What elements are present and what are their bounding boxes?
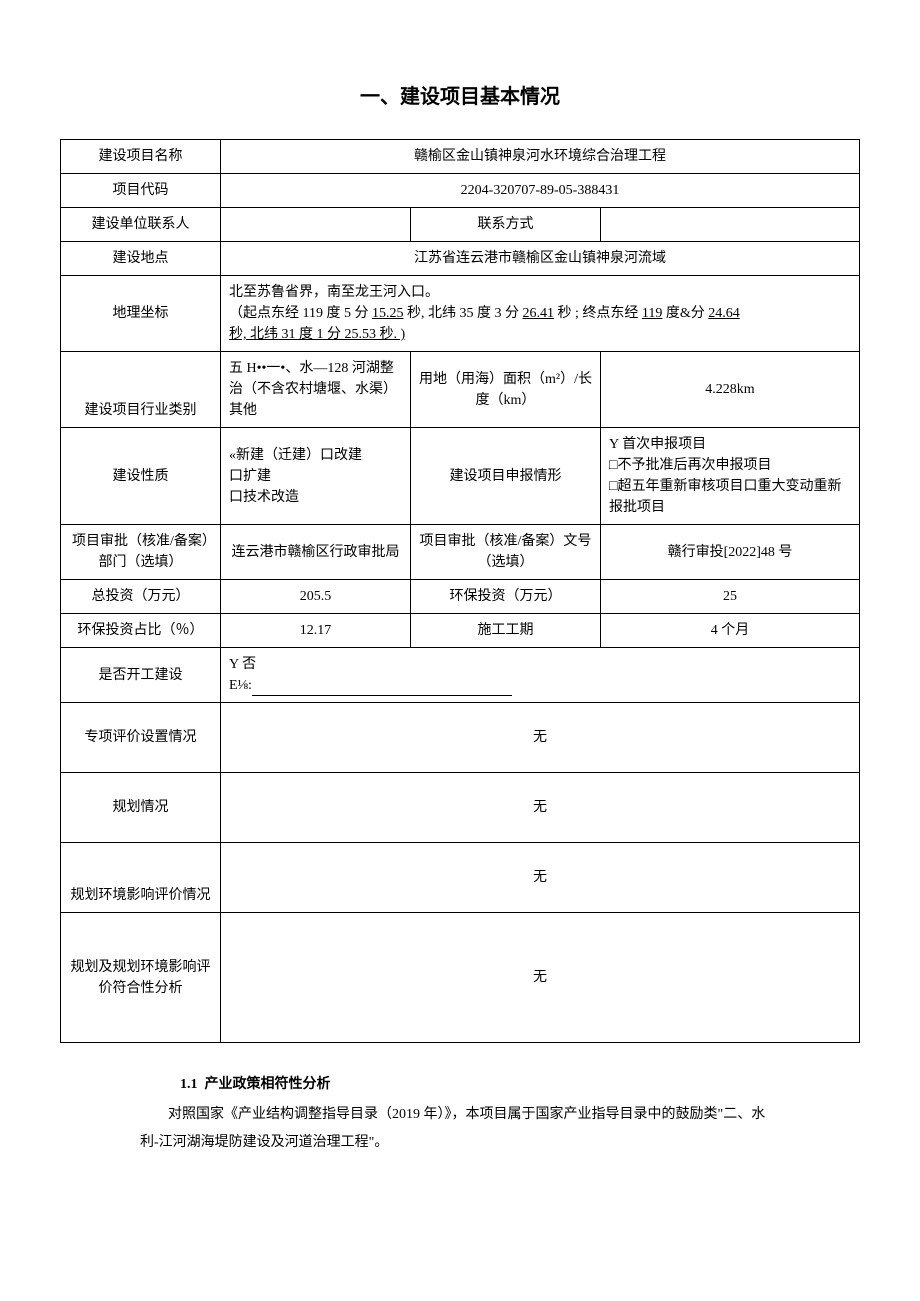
value-approval-dept: 连云港市赣榆区行政审批局: [221, 525, 411, 580]
label-area: 用地（用海）面积（m²）/长度（km）: [411, 352, 601, 428]
value-project-code: 2204-320707-89-05-388431: [221, 174, 860, 208]
label-approval-num: 项目审批（核准/备案）文号（选填）: [411, 525, 601, 580]
label-env-invest: 环保投资（万元）: [411, 580, 601, 614]
value-env-ratio: 12.17: [221, 614, 411, 648]
value-project-name: 赣榆区金山镇神泉河水环境综合治理工程: [221, 140, 860, 174]
footer-text: 1.1 产业政策相符性分析 对照国家《产业结构调整指导目录（2019 年）》，本…: [60, 1063, 860, 1157]
table-row: 建设地点 江苏省连云港市赣榆区金山镇神泉河流域: [61, 242, 860, 276]
value-coords: 北至苏鲁省界，南至龙王河入口。 （起点东经 119 度 5 分 15.25 秒,…: [221, 276, 860, 352]
label-contact-person: 建设单位联系人: [61, 208, 221, 242]
coord-u1: 15.25: [372, 306, 404, 321]
coord-text: 秒, 北纬 35 度 3 分: [403, 306, 522, 321]
started-yes: E⅛:: [229, 678, 252, 693]
value-contact-method: [601, 208, 860, 242]
coord-line1: 北至苏鲁省界，南至龙王河入口。: [229, 285, 439, 300]
label-declare: 建设项目申报情形: [411, 428, 601, 525]
coord-text: 秒. ): [376, 327, 405, 342]
label-started: 是否开工建设: [61, 648, 221, 703]
label-coords: 地理坐标: [61, 276, 221, 352]
table-row: 项目审批（核准/备案）部门（选填） 连云港市赣榆区行政审批局 项目审批（核准/备…: [61, 525, 860, 580]
label-industry: 建设项目行业类别: [61, 352, 221, 428]
value-plan-conform: 无: [221, 913, 860, 1043]
label-plan-conform: 规划及规划环境影响评价符合性分析: [61, 913, 221, 1043]
table-row: 是否开工建设 Y 否 E⅛:: [61, 648, 860, 703]
coord-u2: 26.41: [522, 306, 554, 321]
value-special-eval: 无: [221, 703, 860, 773]
started-no: Y 否: [229, 657, 256, 672]
coord-text: 度&分: [662, 306, 708, 321]
table-row: 建设单位联系人 联系方式: [61, 208, 860, 242]
table-row: 总投资（万元） 205.5 环保投资（万元） 25: [61, 580, 860, 614]
label-total-invest: 总投资（万元）: [61, 580, 221, 614]
table-row: 规划情况 无: [61, 773, 860, 843]
project-info-table: 建设项目名称 赣榆区金山镇神泉河水环境综合治理工程 项目代码 2204-3207…: [60, 139, 860, 1043]
value-duration: 4 个月: [601, 614, 860, 648]
value-started: Y 否 E⅛:: [221, 648, 860, 703]
paragraph: 对照国家《产业结构调整指导目录（2019 年）》，本项目属于国家产业指导目录中的…: [140, 1101, 780, 1157]
label-duration: 施工工期: [411, 614, 601, 648]
value-industry: 五 H••一•、水—128 河湖整治（不含农村塘堰、水渠）其他: [221, 352, 411, 428]
label-project-code: 项目代码: [61, 174, 221, 208]
table-row: 地理坐标 北至苏鲁省界，南至龙王河入口。 （起点东经 119 度 5 分 15.…: [61, 276, 860, 352]
value-contact-person: [221, 208, 411, 242]
coord-u4: 24.64: [708, 306, 740, 321]
value-env-invest: 25: [601, 580, 860, 614]
coord-text: （起点东经 119 度 5 分: [229, 306, 372, 321]
label-special-eval: 专项评价设置情况: [61, 703, 221, 773]
value-location: 江苏省连云港市赣榆区金山镇神泉河流域: [221, 242, 860, 276]
page-title: 一、建设项目基本情况: [60, 80, 860, 109]
label-nature: 建设性质: [61, 428, 221, 525]
blank-line: [252, 695, 512, 696]
label-plan-env: 规划环境影响评价情况: [61, 843, 221, 913]
table-row: 规划环境影响评价情况 无: [61, 843, 860, 913]
table-row: 建设项目名称 赣榆区金山镇神泉河水环境综合治理工程: [61, 140, 860, 174]
table-row: 规划及规划环境影响评价符合性分析 无: [61, 913, 860, 1043]
section-heading: 1.1 产业政策相符性分析: [180, 1073, 780, 1093]
value-area: 4.228km: [601, 352, 860, 428]
table-row: 建设项目行业类别 五 H••一•、水—128 河湖整治（不含农村塘堰、水渠）其他…: [61, 352, 860, 428]
label-env-ratio: 环保投资占比（％）: [61, 614, 221, 648]
value-total-invest: 205.5: [221, 580, 411, 614]
coord-u5: 25.53: [345, 327, 377, 342]
value-plan-env: 无: [221, 843, 860, 913]
value-approval-num: 赣行审投[2022]48 号: [601, 525, 860, 580]
table-row: 环保投资占比（％） 12.17 施工工期 4 个月: [61, 614, 860, 648]
label-approval-dept: 项目审批（核准/备案）部门（选填）: [61, 525, 221, 580]
table-row: 专项评价设置情况 无: [61, 703, 860, 773]
section-number: 1.1: [180, 1077, 198, 1092]
table-row: 项目代码 2204-320707-89-05-388431: [61, 174, 860, 208]
label-project-name: 建设项目名称: [61, 140, 221, 174]
value-nature: «新建（迁建）口改建 口扩建 口技术改造: [221, 428, 411, 525]
label-contact-method: 联系方式: [411, 208, 601, 242]
value-declare: Y 首次申报项目 □不予批准后再次申报项目 □超五年重新审核项目口重大变动重新报…: [601, 428, 860, 525]
label-location: 建设地点: [61, 242, 221, 276]
table-row: 建设性质 «新建（迁建）口改建 口扩建 口技术改造 建设项目申报情形 Y 首次申…: [61, 428, 860, 525]
coord-text: 秒 ; 终点东经: [554, 306, 642, 321]
coord-u3: 119: [642, 306, 662, 321]
label-planning: 规划情况: [61, 773, 221, 843]
coord-text: 秒, 北纬 31 度 1 分: [229, 327, 345, 342]
section-title: 产业政策相符性分析: [205, 1077, 331, 1092]
value-planning: 无: [221, 773, 860, 843]
